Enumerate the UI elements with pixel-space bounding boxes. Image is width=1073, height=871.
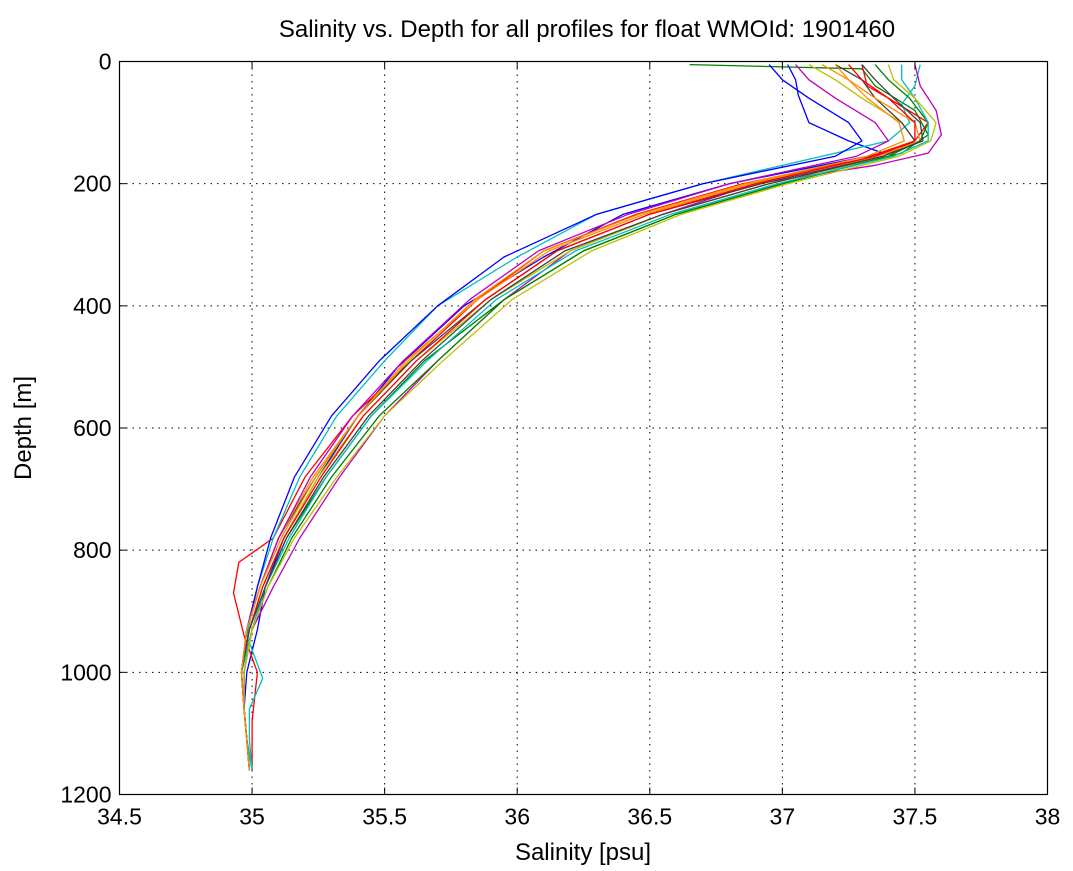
x-tick-label: 35 (239, 804, 265, 830)
x-axis-label: Salinity [psu] (515, 839, 651, 866)
profile-lines (232, 63, 943, 771)
x-tick-label: 36 (504, 804, 530, 830)
y-tick-label: 1200 (60, 782, 111, 808)
y-tick-label: 200 (73, 171, 111, 197)
x-tick-label: 37.5 (893, 804, 938, 830)
profile-line-16 (240, 64, 905, 771)
profile-line-5 (243, 64, 943, 771)
y-tick-label: 600 (73, 415, 111, 441)
y-tick-label: 800 (73, 537, 111, 563)
chart-title: Salinity vs. Depth for all profiles for … (279, 16, 895, 43)
x-axis-ticks: 34.5 35 35.5 36 36.5 37 37.5 38 (97, 61, 1061, 830)
x-tick-label: 38 (1035, 804, 1061, 830)
y-axis-label: Depth [m] (10, 376, 37, 480)
x-tick-label: 34.5 (97, 804, 142, 830)
profile-line-9 (240, 64, 863, 771)
plot-frame (118, 60, 1049, 796)
profile-line-11 (240, 64, 916, 771)
x-tick-label: 35.5 (362, 804, 407, 830)
profile-line-13 (240, 64, 890, 771)
x-tick-label: 36.5 (627, 804, 672, 830)
y-tick-label: 0 (99, 49, 112, 75)
profile-line-14 (243, 64, 937, 771)
y-axis-ticks: 0 200 400 600 800 1000 1200 (60, 49, 1048, 808)
profile-line-3 (232, 64, 929, 771)
grid-lines (119, 61, 1048, 795)
x-tick-label: 37 (770, 804, 796, 830)
y-tick-label: 1000 (60, 659, 111, 685)
y-tick-label: 400 (73, 293, 111, 319)
profile-line-1 (243, 64, 884, 771)
profile-line-4 (246, 64, 921, 771)
